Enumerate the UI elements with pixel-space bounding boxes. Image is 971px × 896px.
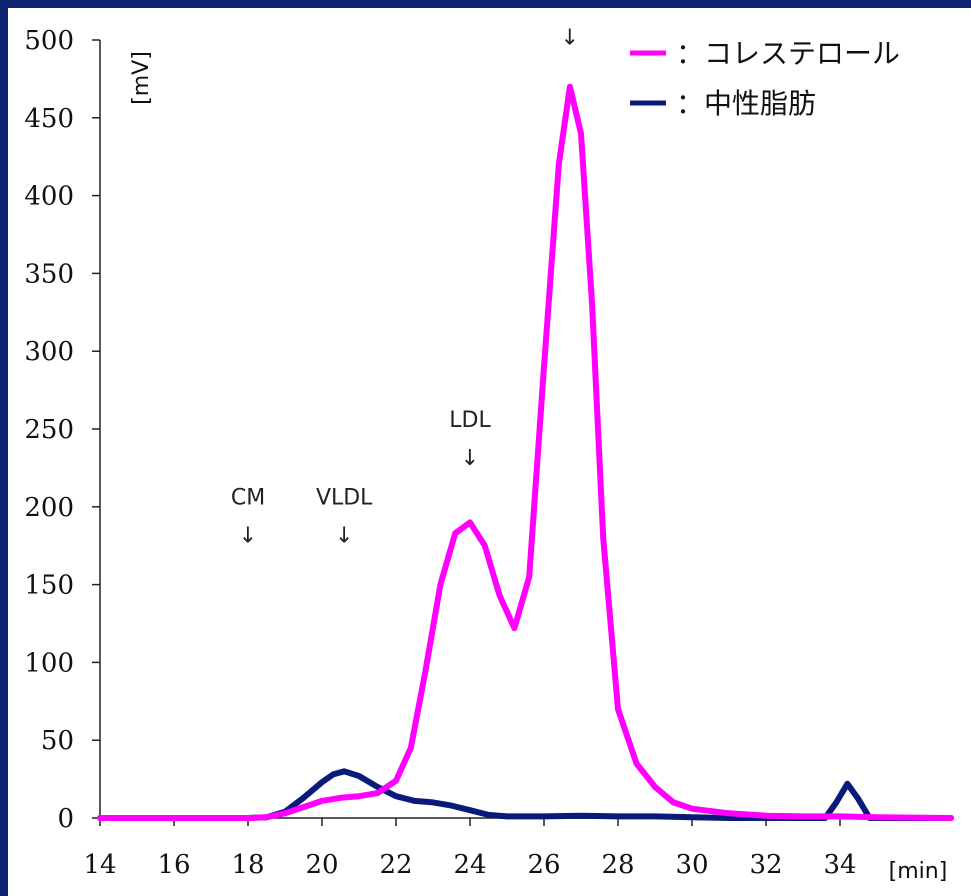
x-tick-label: 34 <box>823 850 856 880</box>
peak-label: HDL <box>547 8 593 13</box>
legend-label: ：中性脂肪 <box>676 87 816 120</box>
peak-arrow: ↓ <box>335 524 353 549</box>
y-tick-label: 300 <box>24 337 74 367</box>
peak-label: CM <box>231 486 265 511</box>
x-tick-label: 18 <box>231 850 264 880</box>
x-tick-label: 24 <box>453 850 486 880</box>
y-tick-label: 350 <box>24 259 74 289</box>
y-tick-label: 400 <box>24 182 74 212</box>
x-axis-label: [min] <box>889 859 948 884</box>
x-tick-label: 14 <box>83 850 116 880</box>
x-tick-label: 16 <box>157 850 190 880</box>
x-tick-label: 22 <box>379 850 412 880</box>
peak-annotations: CM ↓ VLDL ↓ LDL ↓ HDL ↓ <box>231 8 594 549</box>
series-line <box>97 768 954 821</box>
series-line <box>97 83 954 821</box>
axes: 0 50 100 150 200 250 300 350 400 450 500 14 16 18 20 2… <box>24 26 951 880</box>
y-tick-label: 100 <box>24 648 74 678</box>
x-tick-label: 32 <box>749 850 782 880</box>
y-tick-label: 50 <box>41 726 74 756</box>
y-tick-label: 200 <box>24 493 74 523</box>
x-tick-label: 20 <box>305 850 338 880</box>
peak-arrow: ↓ <box>239 524 257 549</box>
y-tick-label: 0 <box>57 804 74 834</box>
x-tick-label: 28 <box>601 850 634 880</box>
peak-arrow: ↓ <box>461 446 479 471</box>
series-lines <box>97 83 954 821</box>
y-tick-label: 450 <box>24 104 74 134</box>
y-ticks: 0 50 100 150 200 250 300 350 400 450 500 <box>24 26 100 834</box>
legend: ：コレステロール ：中性脂肪 <box>630 37 900 120</box>
chromatogram-chart: 0 50 100 150 200 250 300 350 400 450 500 14 16 18 20 2… <box>24 8 954 884</box>
y-tick-label: 500 <box>24 26 74 56</box>
chart-frame: 0 50 100 150 200 250 300 350 400 450 500 14 16 18 20 2… <box>8 8 971 896</box>
peak-label: LDL <box>449 408 491 433</box>
x-tick-label: 30 <box>675 850 708 880</box>
peak-label: VLDL <box>316 486 373 511</box>
y-tick-label: 150 <box>24 571 74 601</box>
peak-arrow: ↓ <box>561 26 579 51</box>
x-ticks: 14 16 18 20 22 24 26 28 30 32 34 <box>83 818 857 880</box>
y-tick-label: 250 <box>24 415 74 445</box>
legend-label: ：コレステロール <box>676 37 900 70</box>
y-axis-label: [mV] <box>129 51 154 105</box>
x-tick-label: 26 <box>527 850 560 880</box>
